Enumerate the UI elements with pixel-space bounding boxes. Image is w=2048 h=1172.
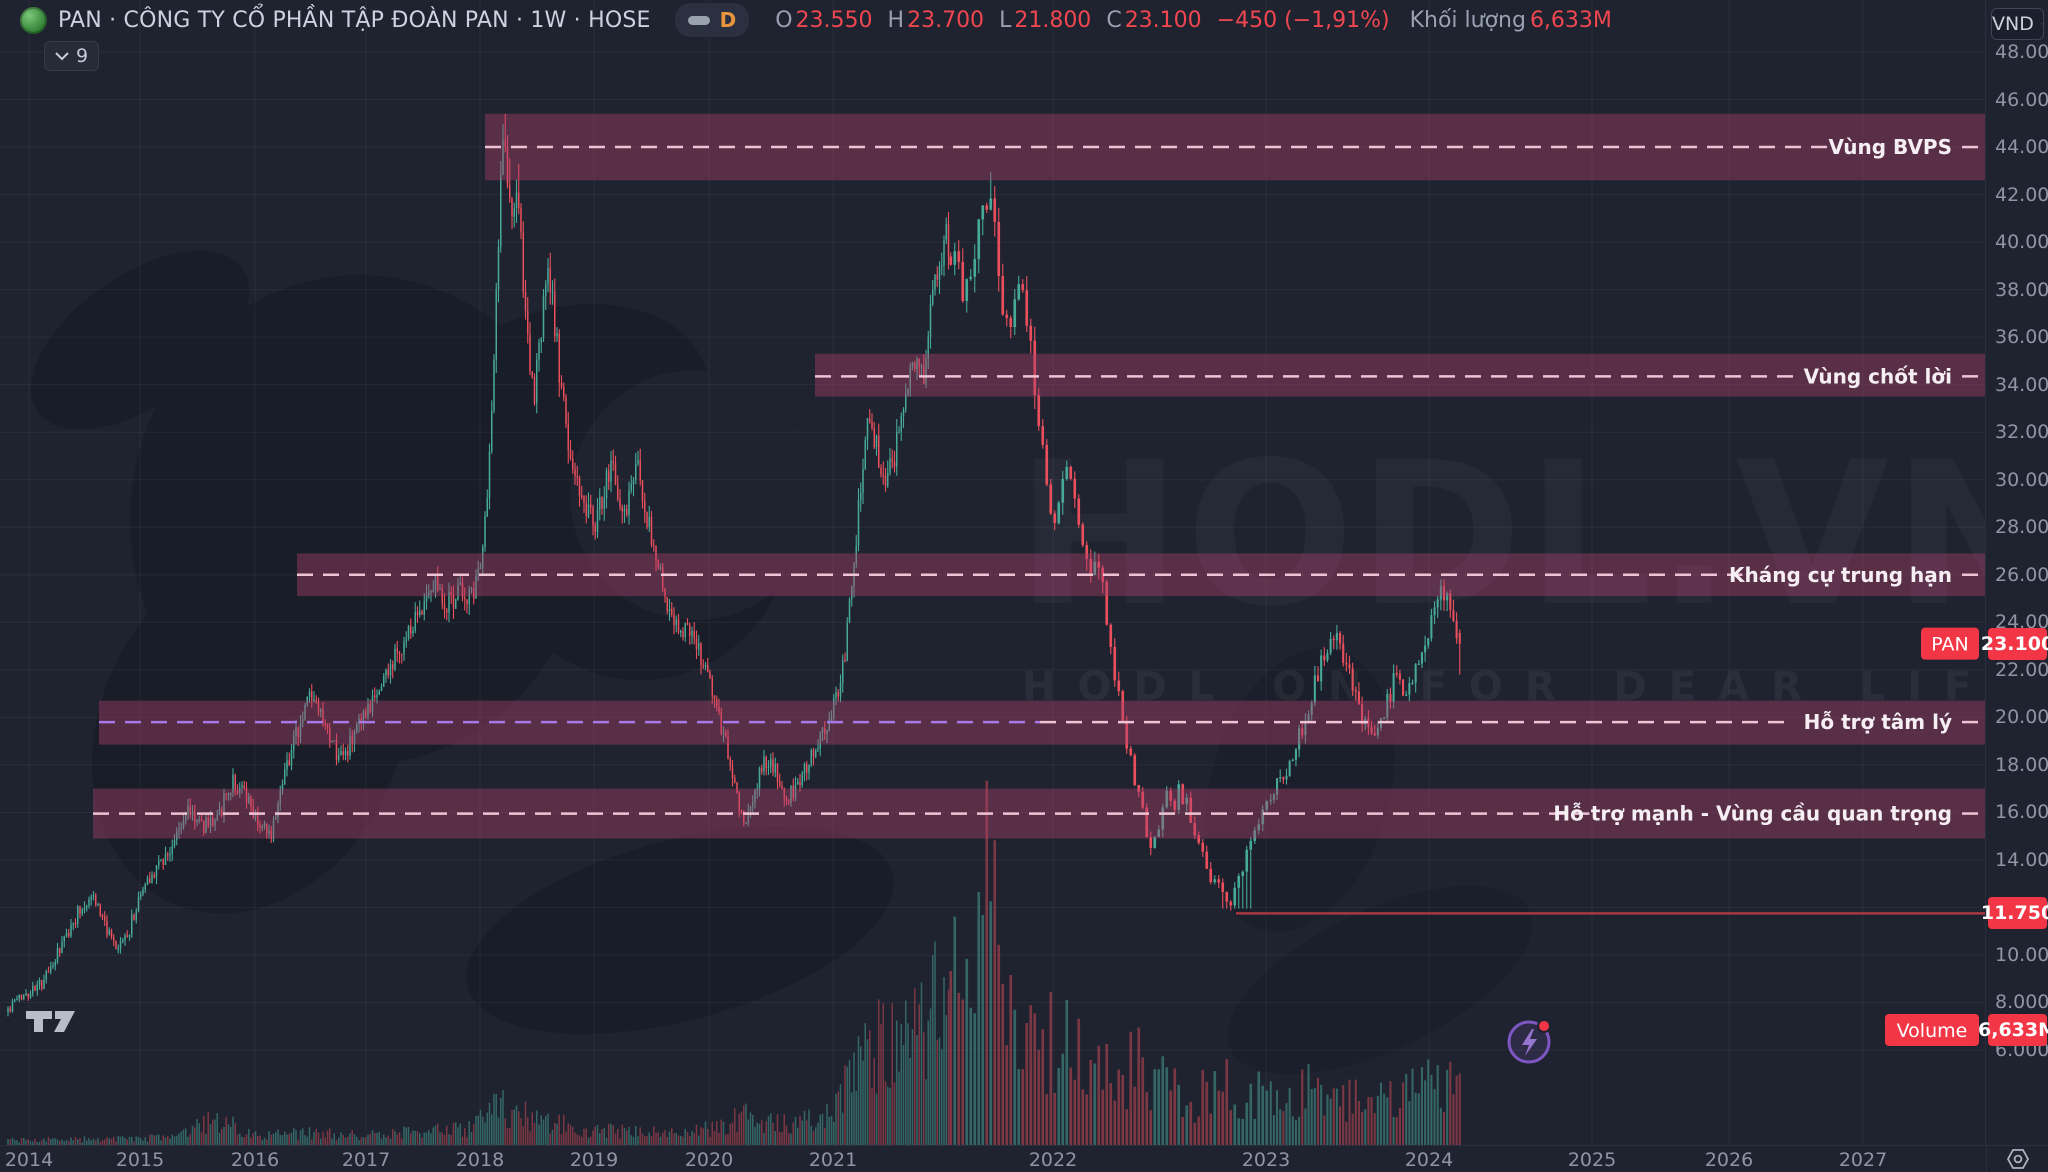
price-tick: 10.000	[1995, 943, 2048, 966]
low-value: 21.800	[1014, 7, 1092, 33]
price-tick: 16.000	[1995, 801, 2048, 824]
price-tick: 8.000	[1995, 991, 2048, 1014]
settings-gear-icon[interactable]	[2005, 1147, 2031, 1171]
volume-tag: Volume	[1885, 1014, 1979, 1046]
price-tick: 26.000	[1995, 563, 2048, 586]
price-tick: 28.000	[1995, 516, 2048, 539]
svg-text:Volume: Volume	[1897, 1020, 1968, 1042]
svg-text:PAN: PAN	[1931, 634, 1968, 656]
zone-drawing[interactable]: Hỗ trợ tâm lý	[99, 700, 1985, 745]
time-axis[interactable]: 2014 2015 2016 2017 2018 2019 2020 2021 2022 2023…	[0, 1145, 2048, 1172]
hidden-indicators-count: 9	[76, 45, 89, 67]
grid-lines	[0, 0, 1985, 1145]
lightning-icon	[1522, 1029, 1537, 1056]
interval-pill[interactable]: D	[674, 3, 750, 37]
high-value: 23.700	[907, 7, 985, 33]
zone-drawing[interactable]: Vùng BVPS	[485, 113, 1985, 181]
year-tick: 2019	[569, 1149, 619, 1171]
year-tick: 2025	[1567, 1149, 1617, 1171]
chevron-down-icon	[2040, 23, 2043, 25]
change-value: −450 (−1,91%)	[1216, 7, 1390, 33]
high-label: H	[887, 7, 905, 33]
volume-label: Khối lượng	[1409, 7, 1526, 33]
year-tick: 2018	[455, 1149, 505, 1171]
notification-dot	[1537, 1019, 1551, 1033]
year-tick: 2022	[1028, 1149, 1078, 1171]
price-tick: 14.000	[1995, 848, 2048, 871]
currency-label: VND	[1992, 13, 2034, 35]
symbol-row: PAN · CÔNG TY CỔ PHẦN TẬP ĐOÀN PAN · 1W …	[20, 3, 1612, 37]
symbol-logo	[20, 6, 47, 34]
price-tick: 20.000	[1995, 706, 2048, 729]
watermark-subtext: HODL ON FOR DEAR LIFE	[1022, 664, 2043, 710]
price-tick: 40.000	[1995, 231, 2048, 254]
zone-drawing[interactable]: Hỗ trợ mạnh - Vùng cầu quan trọng	[93, 788, 1985, 839]
price-tick: 36.000	[1995, 326, 2048, 349]
year-tick: 2024	[1404, 1149, 1454, 1171]
daily-interval-badge: D	[719, 8, 737, 32]
zone-label[interactable]: Vùng chốt lời	[1804, 364, 1952, 388]
price-tick: 30.000	[1995, 468, 2048, 491]
year-tick: 2016	[230, 1149, 280, 1171]
year-tick: 2023	[1241, 1149, 1291, 1171]
price-axis-red-label: 11.750	[1981, 897, 2048, 930]
symbol-title[interactable]: PAN · CÔNG TY CỔ PHẦN TẬP ĐOÀN PAN · 1W …	[58, 7, 651, 33]
low-label: L	[999, 7, 1012, 33]
zone-label[interactable]: Hỗ trợ mạnh - Vùng cầu quan trọng	[1553, 802, 1952, 826]
volume-value: 6,633M	[1529, 7, 1612, 33]
volume-series	[7, 780, 1461, 1145]
ohlc-readout: O 23.550 H 23.700 L 21.800 C 23.100 −450 (−1…	[775, 8, 1389, 33]
year-tick: 2015	[115, 1149, 165, 1171]
zone-label[interactable]: Hỗ trợ tâm lý	[1804, 710, 1952, 734]
year-tick: 2014	[4, 1149, 54, 1171]
close-value: 23.100	[1124, 7, 1202, 33]
currency-button[interactable]: VND	[1991, 8, 2044, 40]
price-chart-canvas[interactable]: Vùng BVPS Vùng chốt lời Kháng cự trung hạn…	[0, 0, 1985, 1145]
candlestick-series	[7, 113, 1461, 1017]
zone-drawing[interactable]: Vùng chốt lời	[815, 353, 1985, 397]
year-tick: 2026	[1704, 1149, 1754, 1171]
price-tick: 42.000	[1995, 183, 2048, 206]
events-lightning-badge[interactable]	[1504, 1014, 1558, 1068]
year-tick: 2021	[808, 1149, 858, 1171]
price-axis-red-label: 6,633M	[1978, 1014, 2048, 1046]
price-tick: 48.000	[1995, 41, 2048, 63]
price-tick: 38.000	[1995, 278, 2048, 301]
close-label: C	[1106, 7, 1122, 33]
price-tick: 22.000	[1995, 658, 2048, 681]
open-value: 23.550	[795, 7, 873, 33]
price-tick: 32.000	[1995, 421, 2048, 444]
price-tick: 46.000	[1995, 88, 2048, 111]
price-axis[interactable]: VND 48.000 46.000 44.000 42.000 40.000 38.000…	[1978, 0, 2048, 1145]
price-tick: 44.000	[1995, 136, 2048, 159]
chevron-down-icon	[55, 51, 69, 60]
zone-drawing[interactable]: Kháng cự trung hạn	[297, 553, 1985, 597]
volume-readout: Khối lượng 6,633M	[1410, 8, 1612, 33]
indicators-collapse-button[interactable]: 9	[44, 41, 100, 71]
zone-label[interactable]: Kháng cự trung hạn	[1729, 563, 1952, 587]
year-tick: 2017	[341, 1149, 391, 1171]
year-tick: 2020	[684, 1149, 734, 1171]
year-tick: 2027	[1838, 1149, 1888, 1171]
open-label: O	[775, 7, 793, 33]
symbol-price-tag: PAN	[1921, 627, 1979, 660]
zone-label[interactable]: Vùng BVPS	[1829, 135, 1953, 159]
price-axis-red-label: 23.100	[1981, 627, 2048, 660]
axis-settings-corner	[1986, 1146, 2048, 1172]
tradingview-logo[interactable]	[22, 1005, 80, 1041]
price-tick: 34.000	[1995, 373, 2048, 396]
chart-style-icon	[687, 15, 710, 25]
price-tick: 18.000	[1995, 753, 2048, 776]
